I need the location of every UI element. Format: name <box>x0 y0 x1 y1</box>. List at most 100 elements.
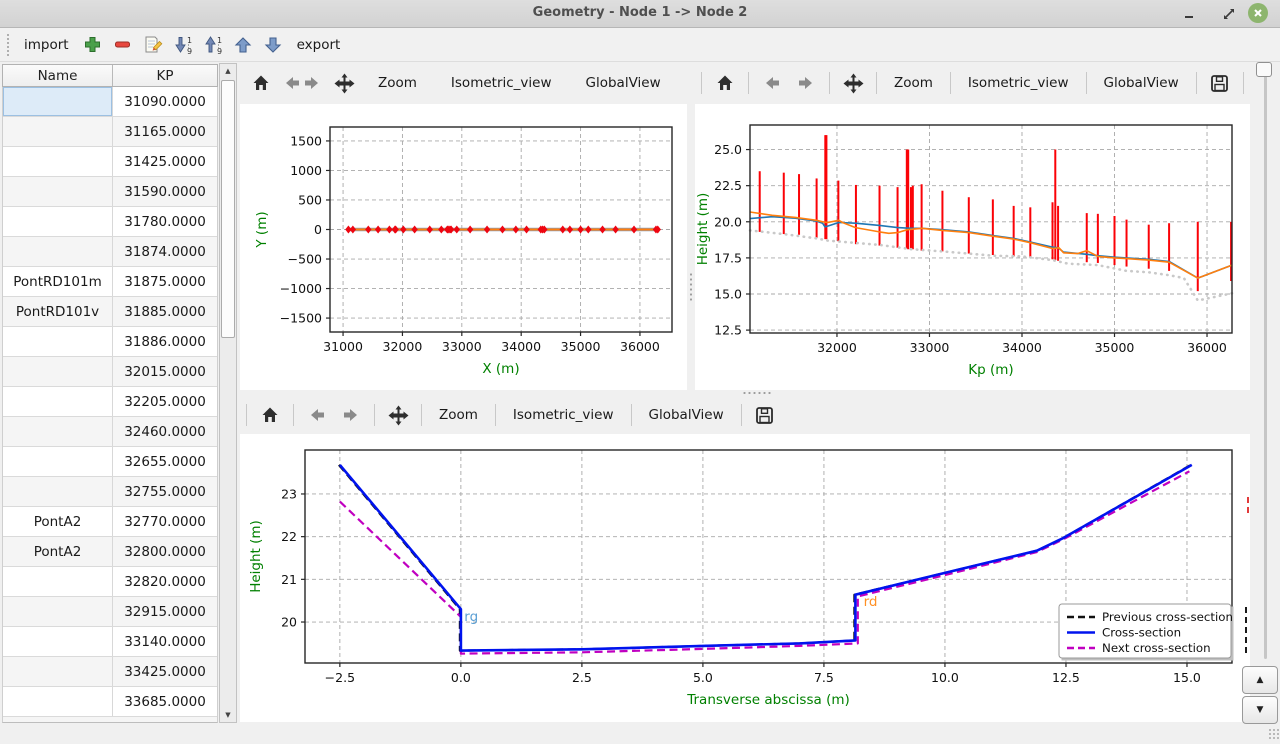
name-cell[interactable] <box>3 207 113 236</box>
zoom-button[interactable]: Zoom <box>428 400 489 430</box>
kp-cell[interactable]: 32460.0000 <box>124 423 206 440</box>
zoom-button[interactable]: Zoom <box>367 68 428 98</box>
global-view-button[interactable]: GlobalView <box>638 400 735 430</box>
splitter-handle[interactable] <box>689 272 693 302</box>
forward-button[interactable] <box>789 67 823 99</box>
name-cell[interactable] <box>3 117 113 146</box>
name-cell[interactable]: PontA2 <box>3 507 113 536</box>
name-cell[interactable] <box>3 237 113 266</box>
name-cell[interactable]: PontA2 <box>3 537 113 566</box>
kp-cell[interactable]: 31874.0000 <box>124 243 206 260</box>
table-row[interactable]: PontA2 32800.0000 <box>3 537 217 567</box>
column-header-name[interactable]: Name <box>3 65 113 86</box>
zoom-button[interactable]: Zoom <box>883 68 944 98</box>
kp-cell[interactable]: 32655.0000 <box>124 453 206 470</box>
column-header-kp[interactable]: KP <box>156 67 174 84</box>
kp-cell[interactable]: 31875.0000 <box>124 273 206 290</box>
kp-cell[interactable]: 32915.0000 <box>124 603 206 620</box>
kp-cell[interactable]: 32820.0000 <box>124 573 206 590</box>
export-button[interactable]: export <box>288 31 350 59</box>
table-row[interactable]: 32015.0000 <box>3 357 217 387</box>
isometric-view-button[interactable]: Isometric_view <box>440 68 563 98</box>
table-row[interactable]: 33140.0000 <box>3 627 217 657</box>
kp-cell[interactable]: 31090.0000 <box>124 93 206 110</box>
kp-cell[interactable]: 31425.0000 <box>124 153 206 170</box>
isometric-view-button[interactable]: Isometric_view <box>502 400 625 430</box>
name-cell[interactable]: PontRD101m <box>3 267 113 296</box>
kp-cell[interactable]: 31165.0000 <box>124 123 206 140</box>
scroll-up-button[interactable]: ▲ <box>220 64 236 78</box>
name-cell[interactable] <box>3 447 113 476</box>
home-button[interactable] <box>252 67 270 99</box>
name-cell[interactable] <box>3 657 113 686</box>
back-button[interactable] <box>755 67 789 99</box>
name-cell[interactable] <box>3 417 113 446</box>
table-row[interactable]: 31090.0000 <box>3 87 217 117</box>
table-row[interactable]: 32460.0000 <box>3 417 217 447</box>
pane-scroll-up-button[interactable]: ▲ <box>1242 666 1278 694</box>
table-row[interactable]: 32205.0000 <box>3 387 217 417</box>
cross-section-chart[interactable]: −2.5 0.0 2.5 5.0 7.5 10.0 12.5 15.0 20 21 22 23 Tran… <box>240 434 1250 722</box>
back-button[interactable] <box>300 399 334 431</box>
edit-button[interactable] <box>138 31 168 59</box>
import-button[interactable]: import <box>15 31 78 59</box>
table-row[interactable]: PontRD101v 31885.0000 <box>3 297 217 327</box>
table-row[interactable]: 31590.0000 <box>3 177 217 207</box>
kp-cell[interactable]: 33425.0000 <box>124 663 206 680</box>
kp-cell[interactable]: 31886.0000 <box>124 333 206 350</box>
sort-ascending-button[interactable]: 1 9 <box>198 31 228 59</box>
kp-cell[interactable]: 32800.0000 <box>124 543 206 560</box>
table-row[interactable]: PontA2 32770.0000 <box>3 507 217 537</box>
table-row[interactable]: 31780.0000 <box>3 207 217 237</box>
table-row[interactable]: 33425.0000 <box>3 657 217 687</box>
save-figure-button[interactable] <box>1203 67 1237 99</box>
kp-cell[interactable]: 32770.0000 <box>124 513 206 530</box>
pane-scroll-down-button[interactable]: ▼ <box>1242 696 1278 724</box>
table-row[interactable]: 32655.0000 <box>3 447 217 477</box>
profile-chart[interactable]: 32000 33000 34000 35000 36000 25.0 22.5 20.0 17.… <box>695 104 1250 390</box>
move-down-button[interactable] <box>258 31 288 59</box>
kp-cell[interactable]: 31780.0000 <box>124 213 206 230</box>
name-cell[interactable] <box>3 387 113 416</box>
titlebar[interactable]: Geometry - Node 1 -> Node 2 <box>0 0 1280 28</box>
add-row-button[interactable] <box>78 31 108 59</box>
kp-cell[interactable]: 32755.0000 <box>124 483 206 500</box>
sort-descending-button[interactable]: 1 9 <box>168 31 198 59</box>
kp-cell[interactable]: 31590.0000 <box>124 183 206 200</box>
table-row[interactable]: 31425.0000 <box>3 147 217 177</box>
table-row[interactable]: 33685.0000 <box>3 687 217 717</box>
remove-row-button[interactable] <box>108 31 138 59</box>
vertical-splitter[interactable] <box>687 62 695 390</box>
kp-cell[interactable]: 31885.0000 <box>124 303 206 320</box>
name-cell[interactable] <box>3 357 113 386</box>
toolbar-grip[interactable] <box>6 32 11 57</box>
name-cell[interactable] <box>3 477 113 506</box>
horizontal-splitter[interactable] <box>240 390 1250 396</box>
table-scrollbar-thumb[interactable] <box>221 80 235 338</box>
minimize-button[interactable] <box>1176 4 1202 23</box>
move-up-button[interactable] <box>228 31 258 59</box>
name-cell[interactable] <box>3 567 113 596</box>
home-button[interactable] <box>253 399 287 431</box>
pan-button[interactable] <box>381 399 415 431</box>
window-resize-grip[interactable] <box>1268 728 1279 739</box>
name-cell[interactable] <box>3 687 113 716</box>
maximize-button[interactable] <box>1216 4 1242 23</box>
close-button[interactable] <box>1248 3 1268 23</box>
home-button[interactable] <box>708 67 742 99</box>
name-cell[interactable] <box>3 627 113 656</box>
table-row[interactable]: 31874.0000 <box>3 237 217 267</box>
pan-button[interactable] <box>836 67 870 99</box>
table-row[interactable]: PontRD101m 31875.0000 <box>3 267 217 297</box>
back-button[interactable] <box>282 67 302 99</box>
kp-cell[interactable]: 33140.0000 <box>124 633 206 650</box>
kp-cell[interactable]: 32205.0000 <box>124 393 206 410</box>
forward-button[interactable] <box>334 399 368 431</box>
name-cell[interactable] <box>3 177 113 206</box>
name-cell[interactable] <box>3 597 113 626</box>
plan-view-chart[interactable]: 31000 32000 33000 34000 35000 36000 1500 1000 50… <box>240 104 687 390</box>
pan-button[interactable] <box>334 67 355 99</box>
table-scrollbar[interactable]: ▲ ▼ <box>219 63 237 723</box>
table-row[interactable]: 31165.0000 <box>3 117 217 147</box>
table-row[interactable]: 32755.0000 <box>3 477 217 507</box>
